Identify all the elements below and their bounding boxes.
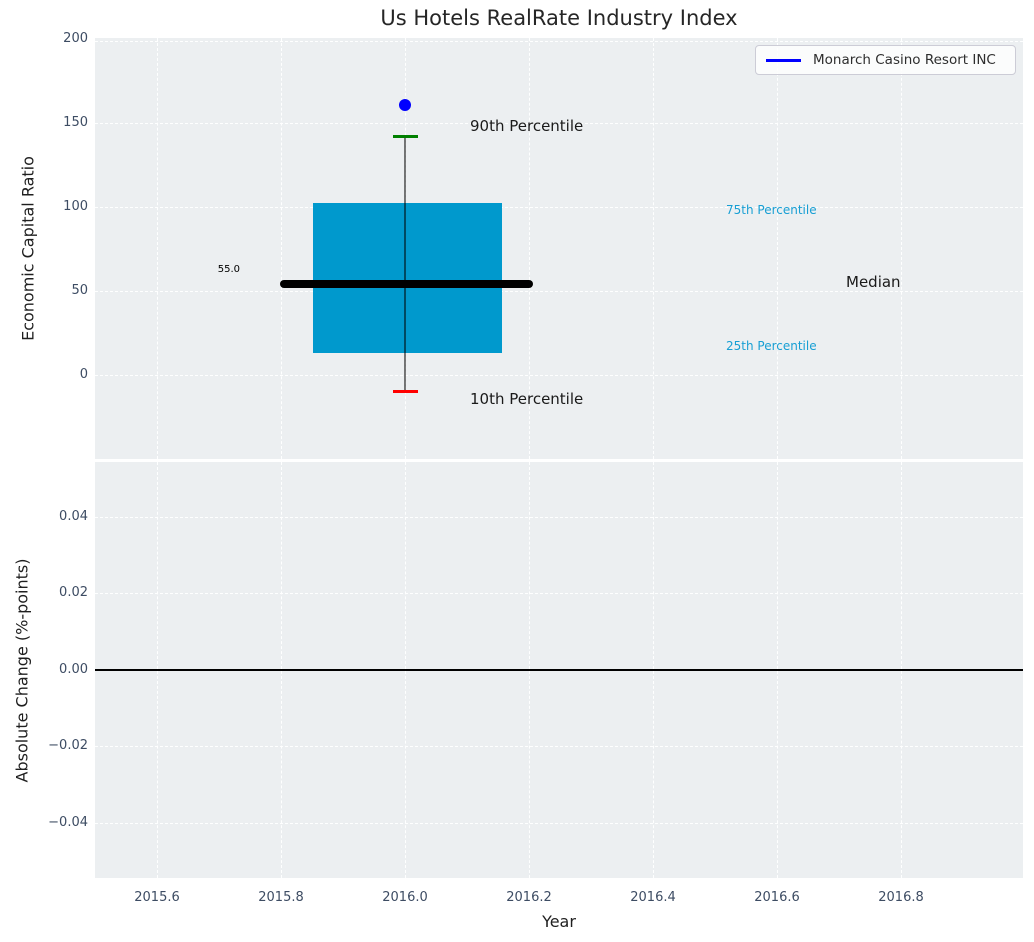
gridline-horizontal <box>95 207 1023 208</box>
ytick-top: 50 <box>71 283 88 298</box>
xtick: 2016.2 <box>506 890 552 905</box>
gridline-vertical <box>653 38 654 459</box>
legend: Monarch Casino Resort INC <box>755 45 1016 75</box>
gridline-horizontal <box>95 375 1023 376</box>
xtick: 2016.8 <box>878 890 924 905</box>
ytick-top: 200 <box>63 31 88 46</box>
p90-cap <box>393 135 418 138</box>
x-axis-label: Year <box>542 912 576 931</box>
median-value-label: 55.0 <box>217 264 240 275</box>
gridline-horizontal <box>95 291 1023 292</box>
gridline-horizontal <box>95 517 1023 518</box>
ytick-bottom: −0.04 <box>48 815 88 830</box>
chart-title: Us Hotels RealRate Industry Index <box>380 6 738 30</box>
p25-annotation: 25th Percentile <box>726 339 817 353</box>
legend-line-sample <box>766 58 801 62</box>
gridline-horizontal <box>95 123 1023 124</box>
gridline-vertical <box>529 38 530 459</box>
ytick-bottom: −0.02 <box>48 738 88 753</box>
ytick-bottom: 0.00 <box>59 662 88 677</box>
gridline-vertical <box>281 38 282 459</box>
ytick-top: 0 <box>79 367 88 382</box>
bottom-plot-area <box>95 462 1023 878</box>
p10-cap <box>393 390 418 393</box>
ytick-top: 150 <box>63 115 88 130</box>
gridline-vertical <box>901 38 902 459</box>
ytick-top: 100 <box>63 199 88 214</box>
gridline-vertical <box>157 38 158 459</box>
xtick: 2015.8 <box>258 890 304 905</box>
gridline-horizontal <box>95 823 1023 824</box>
xtick: 2016.6 <box>754 890 800 905</box>
gridline-horizontal <box>95 593 1023 594</box>
p90-annotation: 90th Percentile <box>470 117 584 135</box>
median-annotation: Median <box>846 273 901 291</box>
xtick: 2015.6 <box>134 890 180 905</box>
bottom-y-axis-label: Absolute Change (%-points) <box>12 558 32 783</box>
whisker-line <box>404 137 406 392</box>
top-y-axis-label: Economic Capital Ratio <box>18 156 38 341</box>
xtick: 2016.4 <box>630 890 676 905</box>
legend-label: Monarch Casino Resort INC <box>813 52 996 68</box>
gridline-horizontal <box>95 746 1023 747</box>
p10-annotation: 10th Percentile <box>470 390 584 408</box>
interquartile-box <box>313 203 502 353</box>
company-point <box>399 99 411 111</box>
top-plot-area: 90th Percentile 10th Percentile 75th Per… <box>95 38 1023 459</box>
ytick-bottom: 0.02 <box>59 585 88 600</box>
median-line <box>280 280 533 288</box>
ytick-bottom: 0.04 <box>59 509 88 524</box>
zero-reference-line <box>95 669 1023 671</box>
gridline-horizontal <box>95 41 1023 42</box>
xtick: 2016.0 <box>382 890 428 905</box>
p75-annotation: 75th Percentile <box>726 203 817 217</box>
gridline-vertical <box>777 38 778 459</box>
